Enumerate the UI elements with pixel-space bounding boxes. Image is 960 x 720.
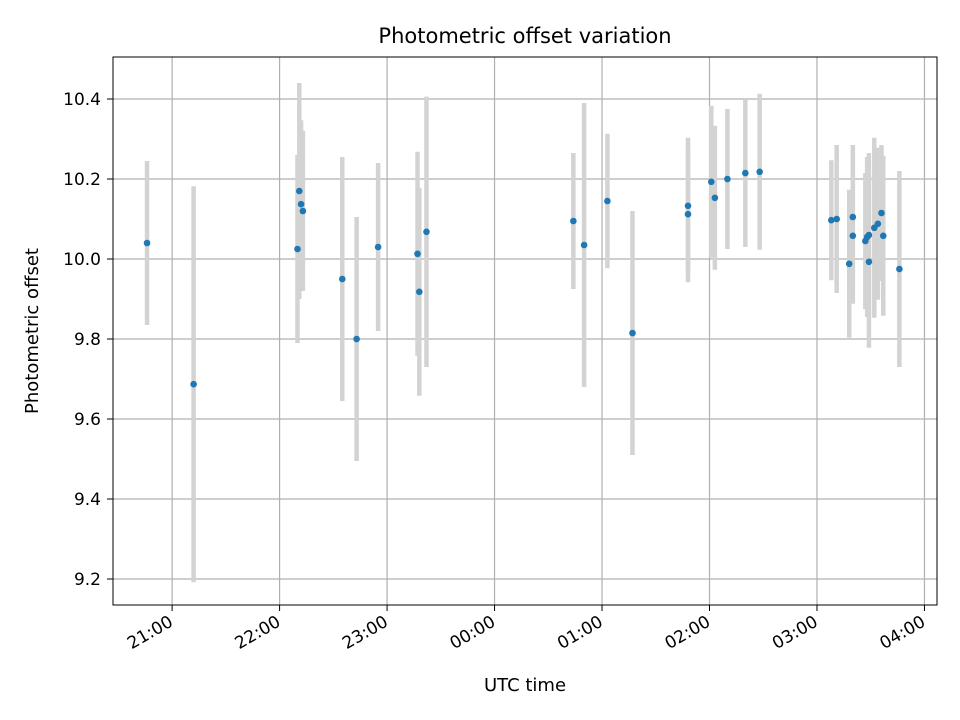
data-point [879,232,887,240]
y-tick-label: 9.8 [74,330,101,350]
data-point [865,231,873,239]
data-point [828,216,835,224]
y-tick-label: 10.0 [63,250,101,270]
data-point [707,178,715,186]
data-point [849,232,857,240]
data-point [374,243,382,251]
chart-title: Photometric offset variation [378,24,671,48]
data-point [742,169,749,177]
y-tick-label: 9.4 [74,490,101,510]
y-axis: 9.2 9.4 9.6 9.8 10.0 10.2 10.4 [63,90,113,590]
data-point [833,215,840,223]
plot-frame [112,56,938,606]
data-point [294,245,301,253]
data-point [724,175,731,183]
y-tick-label: 9.6 [74,410,101,430]
data-point [297,200,305,208]
y-tick-label: 9.2 [74,570,101,590]
data-point [423,228,430,236]
data-point [865,258,873,266]
data-point [416,288,423,296]
y-tick-label: 10.2 [63,170,101,190]
data-point [684,202,692,210]
x-axis-title: UTC time [484,675,566,696]
data-point [414,250,421,258]
data-point [190,380,197,388]
data-point [845,260,853,268]
data-point [295,187,303,195]
data-point [143,239,151,247]
y-tick-label: 10.4 [63,90,101,110]
data-point [756,168,763,176]
data-point [580,241,588,249]
data-point [299,207,307,215]
data-point [874,220,882,228]
data-point [711,194,719,202]
data-point [353,335,360,343]
data-point [338,275,346,283]
y-axis-title: Photometric offset [22,248,43,414]
data-point [878,209,885,217]
data-point [629,329,636,337]
data-point [849,213,857,221]
data-point [684,210,692,218]
data-point [604,197,611,205]
data-point [570,217,577,225]
data-points [143,168,903,388]
data-point [896,265,903,273]
